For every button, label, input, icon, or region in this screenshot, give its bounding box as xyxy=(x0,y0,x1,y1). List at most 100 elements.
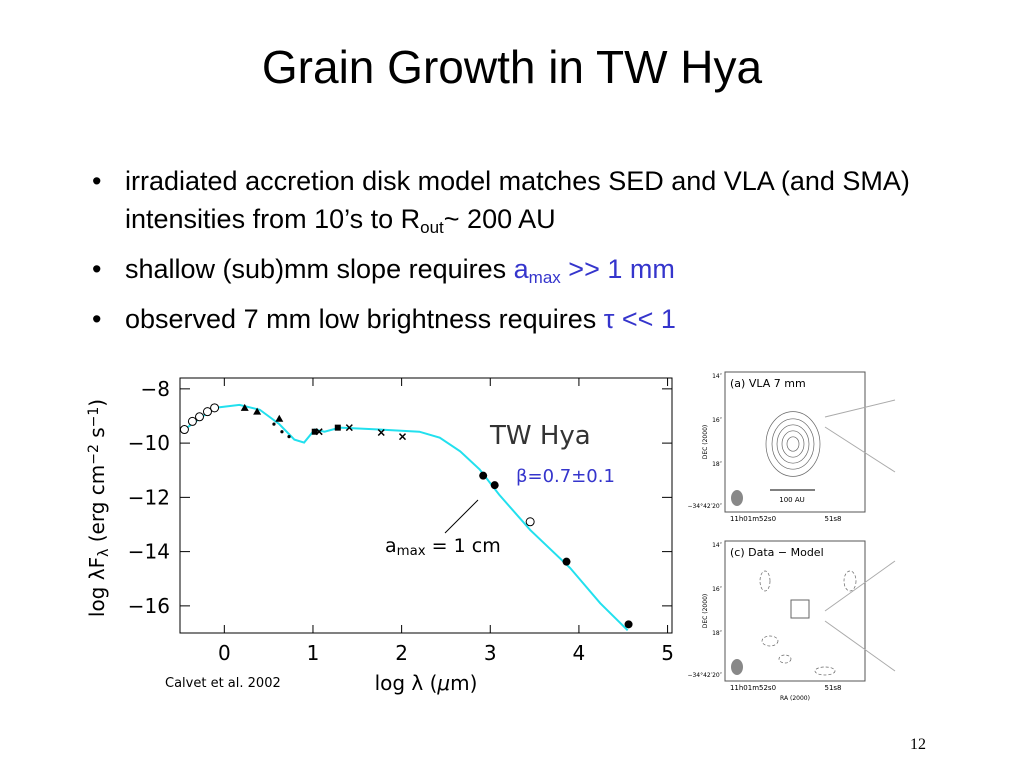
bullet: shallow (sub)mm slope requires amax >> 1… xyxy=(92,250,920,288)
map-tick-label: 16″ xyxy=(712,417,723,424)
text-part: log λF xyxy=(85,557,109,617)
contour xyxy=(781,430,805,458)
bullet-text: τ << 1 xyxy=(603,304,676,334)
contour xyxy=(814,666,836,676)
map-tick-label: 14″ xyxy=(712,542,723,549)
point xyxy=(398,433,407,441)
contour xyxy=(776,424,810,464)
map-tick-label: 14″ xyxy=(712,373,723,380)
text-part: ) xyxy=(85,399,109,407)
point xyxy=(210,403,220,413)
zoom-box xyxy=(790,599,810,619)
point xyxy=(334,424,341,431)
map-guide xyxy=(824,560,896,612)
map-tick-label: 51s8 xyxy=(824,684,841,692)
text-part: λ xyxy=(96,549,112,557)
contour xyxy=(843,570,857,592)
text-part: m) xyxy=(450,671,477,695)
y-tick-label: −8 xyxy=(141,377,170,401)
credit: Calvet et al. 2002 xyxy=(165,676,281,691)
bullet-text: a xyxy=(513,254,529,284)
bullet-text: observed 7 mm low brightness requires xyxy=(125,304,604,334)
y-tick-label: −16 xyxy=(128,594,170,618)
annotation-pointer xyxy=(444,499,479,534)
annotation: β=0.7±0.1 xyxy=(516,466,615,487)
bullet-text: irradiated accretion disk model matches … xyxy=(125,166,910,234)
bullet: observed 7 mm low brightness requires τ … xyxy=(92,300,920,338)
point xyxy=(275,414,284,422)
map-axis-label: DEC (2000) xyxy=(702,594,709,628)
point xyxy=(377,428,385,437)
rich-text: log λ (μm) xyxy=(375,671,478,695)
map-guide xyxy=(824,426,896,473)
point xyxy=(479,471,488,480)
text-part: μ xyxy=(436,671,450,695)
map-tick-label: 18″ xyxy=(712,630,723,637)
contour xyxy=(761,635,779,647)
point xyxy=(287,434,291,439)
beam xyxy=(731,490,743,506)
point xyxy=(272,422,276,426)
map-guide xyxy=(824,399,896,418)
text-part: max xyxy=(397,544,426,559)
slide-title: Grain Growth in TW Hya xyxy=(261,41,763,93)
point xyxy=(345,424,353,432)
text-part: log λ ( xyxy=(375,671,438,695)
beam xyxy=(731,659,743,675)
map-tick-label: −34°42′20″ xyxy=(687,672,722,679)
bullet-text: out xyxy=(420,218,444,237)
point xyxy=(490,481,499,490)
plot-frame xyxy=(179,377,673,634)
contour xyxy=(778,654,792,664)
contour xyxy=(759,570,771,592)
contour xyxy=(765,411,821,477)
map-tick-label: 51s8 xyxy=(824,515,841,523)
point xyxy=(202,407,212,417)
point xyxy=(179,425,189,435)
y-tick-label: −12 xyxy=(128,485,170,509)
text-part: −2 xyxy=(86,444,102,465)
annotation: TW Hya xyxy=(489,421,591,451)
x-tick-label: 4 xyxy=(573,641,586,665)
rich-text: log λFλ (erg cm−2 s−1) xyxy=(85,399,112,617)
contour xyxy=(786,436,800,452)
point xyxy=(311,428,318,435)
x-tick-label: 1 xyxy=(307,641,320,665)
map-guide xyxy=(824,620,896,672)
point xyxy=(525,517,535,527)
point xyxy=(562,557,571,566)
bullet-text: >> 1 mm xyxy=(560,254,675,284)
point xyxy=(253,407,262,415)
page-number: 12 xyxy=(910,736,926,753)
point xyxy=(187,416,197,426)
map-frame xyxy=(724,540,866,682)
x-tick-label: 2 xyxy=(395,641,408,665)
text-part: a xyxy=(385,535,397,557)
model-curve xyxy=(183,403,629,631)
map-tick-label: 11h01m52s0 xyxy=(730,684,776,692)
x-tick-label: 5 xyxy=(661,641,674,665)
map-label: (a) VLA 7 mm xyxy=(730,377,806,390)
bullet-text: max xyxy=(528,268,561,287)
point xyxy=(624,620,633,629)
x-tick-label: 0 xyxy=(218,641,231,665)
map-tick-label: 11h01m52s0 xyxy=(730,515,776,523)
scale-label: 100 AU xyxy=(779,496,805,504)
y-tick-label: −14 xyxy=(128,540,170,564)
x-tick-label: 3 xyxy=(484,641,497,665)
point xyxy=(195,412,205,422)
text-part: −1 xyxy=(86,407,102,428)
bullet-text: shallow (sub)mm slope requires xyxy=(125,254,514,284)
point xyxy=(315,428,323,436)
map-axis-label: RA (2000) xyxy=(780,695,810,702)
rich-text: amax = 1 cm xyxy=(385,535,501,559)
point xyxy=(240,403,249,411)
text-part: = 1 cm xyxy=(426,535,501,557)
y-tick-label: −10 xyxy=(128,431,170,455)
bullet-text: ~ 200 AU xyxy=(443,204,556,234)
map-label: (c) Data − Model xyxy=(730,546,824,559)
text-part: (erg cm xyxy=(85,465,109,549)
text-part: s xyxy=(85,427,109,444)
